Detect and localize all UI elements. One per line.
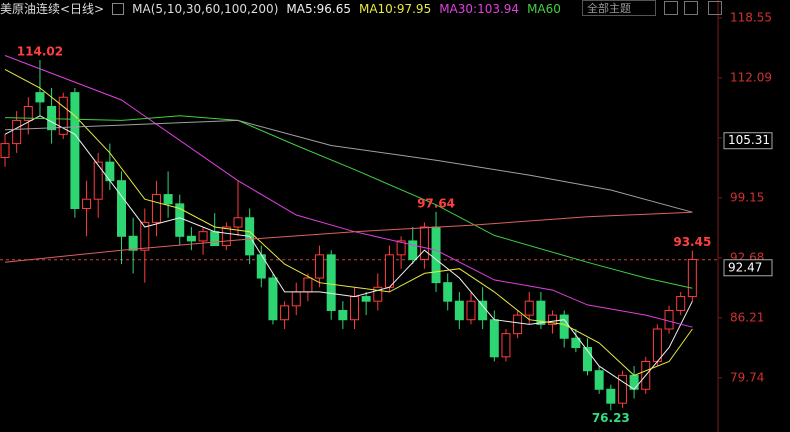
candle-body bbox=[58, 96, 68, 135]
candle-body bbox=[617, 374, 627, 404]
legend: MA5:96.65 MA10:97.95 MA30:103.94 MA60 bbox=[286, 0, 561, 18]
candle-body bbox=[606, 388, 616, 404]
candle-body bbox=[280, 305, 290, 321]
price-label: 105.31 bbox=[728, 133, 770, 147]
legend-entry: MA5:96.65 bbox=[286, 2, 351, 16]
legend-entry: MA10:97.95 bbox=[358, 2, 432, 16]
candle-body bbox=[350, 296, 359, 321]
candle-body bbox=[221, 226, 231, 247]
candle-body bbox=[419, 226, 429, 260]
icon[interactable] bbox=[112, 3, 125, 15]
candle-body bbox=[0, 143, 10, 159]
candle-body bbox=[163, 194, 173, 205]
candle-body bbox=[373, 286, 383, 302]
candle-body bbox=[117, 180, 126, 237]
annotation: 93.45 bbox=[673, 235, 711, 249]
candle-body bbox=[664, 309, 674, 330]
candle-body bbox=[93, 161, 103, 200]
candle-body bbox=[47, 106, 57, 131]
annotation: 97.64 bbox=[417, 196, 455, 210]
candle-body bbox=[501, 333, 511, 358]
candle-body bbox=[361, 296, 371, 302]
candle-body bbox=[315, 254, 325, 279]
candle-body bbox=[489, 319, 499, 358]
candle-body bbox=[548, 314, 558, 325]
candle-body bbox=[198, 231, 208, 242]
candle-body bbox=[23, 106, 33, 121]
candle-body bbox=[186, 235, 196, 242]
y-tick-label: 86.21 bbox=[730, 310, 764, 324]
ma-line bbox=[4, 119, 693, 213]
icon-button[interactable] bbox=[664, 1, 678, 15]
candle-body bbox=[35, 92, 45, 103]
candle-body bbox=[536, 300, 546, 325]
candle-body bbox=[326, 254, 336, 311]
candle-body bbox=[396, 240, 406, 256]
candle-body bbox=[466, 300, 476, 321]
chart-title: 美原油连续<日线> bbox=[0, 2, 105, 16]
annotation: 114.02 bbox=[17, 44, 63, 58]
candle-body bbox=[583, 347, 592, 372]
candle-body bbox=[384, 254, 394, 288]
candle-body bbox=[233, 217, 243, 228]
candle-body bbox=[454, 300, 464, 321]
candle-body bbox=[338, 309, 348, 321]
candle-body bbox=[291, 291, 301, 307]
annotation: 76.23 bbox=[592, 411, 630, 425]
candle-body bbox=[431, 226, 441, 284]
price-box bbox=[723, 259, 773, 277]
price-label: 92.47 bbox=[728, 260, 762, 274]
candle-body bbox=[105, 161, 115, 182]
candle-body bbox=[140, 221, 150, 251]
candle-body bbox=[513, 314, 523, 335]
y-tick-label: 79.74 bbox=[730, 370, 764, 384]
candle-body bbox=[478, 300, 488, 321]
ma-line bbox=[4, 55, 693, 328]
indicator: MA(5,10,30,60,100,200) bbox=[132, 2, 279, 16]
icon-button[interactable] bbox=[708, 1, 722, 15]
header: 美原油连续<日线> MA(5,10,30,60,100,200) MA5:96.… bbox=[0, 0, 561, 18]
candle-body bbox=[559, 314, 569, 339]
candle-body bbox=[524, 300, 534, 316]
ma-line bbox=[4, 115, 693, 289]
candle-body bbox=[687, 258, 697, 298]
candle-body bbox=[128, 235, 138, 251]
candle-body bbox=[408, 240, 418, 260]
candle-body bbox=[268, 277, 278, 321]
legend-entry: MA30:103.94 bbox=[439, 2, 520, 16]
y-tick-label: 118.55 bbox=[730, 10, 772, 24]
candle-body bbox=[303, 277, 313, 293]
candle-body bbox=[594, 370, 604, 390]
y-tick-label: 112.09 bbox=[730, 70, 772, 84]
candle-body bbox=[676, 296, 686, 311]
candle-body bbox=[12, 119, 22, 145]
y-tick-label: 99.15 bbox=[730, 190, 764, 204]
price-box bbox=[723, 132, 773, 150]
legend-entry: MA60 bbox=[527, 2, 561, 16]
candle-body bbox=[210, 231, 220, 247]
theme-dropdown[interactable]: 全部主题 bbox=[582, 0, 656, 16]
candle-body bbox=[443, 282, 453, 302]
candle-body bbox=[571, 337, 581, 349]
candle-body bbox=[652, 328, 662, 362]
ma-line bbox=[4, 211, 693, 263]
ma-line bbox=[4, 115, 693, 390]
candle-body bbox=[151, 194, 161, 223]
ma-line bbox=[4, 68, 693, 376]
candle-body bbox=[70, 92, 80, 209]
candle-body bbox=[175, 203, 185, 237]
icon-button[interactable] bbox=[684, 1, 698, 15]
candle-body bbox=[82, 198, 92, 209]
